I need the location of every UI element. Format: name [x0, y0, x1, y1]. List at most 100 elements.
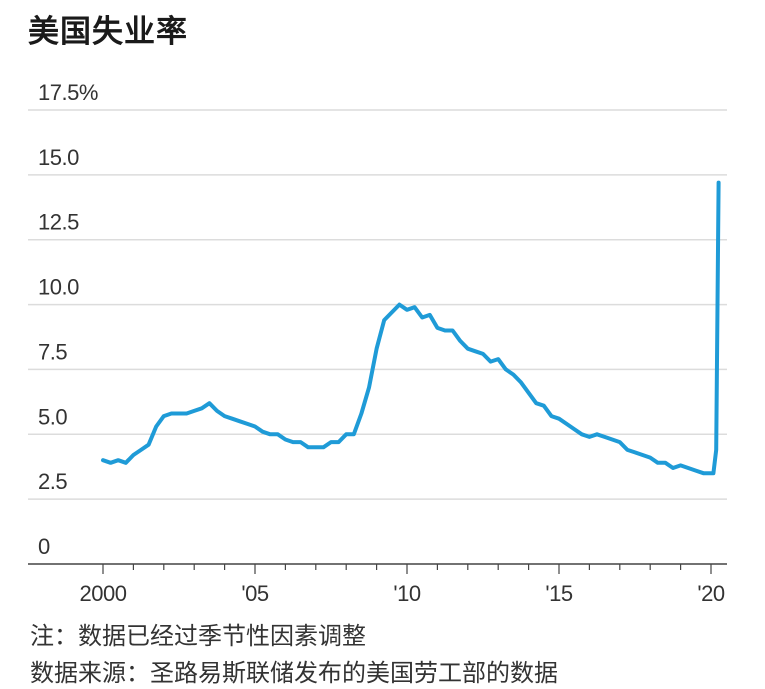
x-tick-label-3: '15	[545, 581, 572, 606]
data-point	[709, 471, 713, 475]
y-tick-label-2: 12.5	[38, 210, 79, 235]
data-point	[367, 386, 371, 389]
data-point	[299, 440, 302, 444]
data-point	[238, 419, 242, 423]
data-point	[276, 432, 280, 436]
unemployment-chart: 17.5% 15.0 12.5 10.0 7.5 5.0 2.5 0 2000 '05 '10 '1…	[28, 80, 727, 606]
x-tick-label-1: '05	[241, 581, 268, 606]
data-point	[375, 347, 378, 351]
data-point	[322, 445, 325, 449]
data-point	[557, 417, 561, 421]
chart-title: 美国失业率	[28, 14, 188, 50]
data-point	[603, 435, 606, 439]
data-point	[610, 438, 614, 441]
data-point	[132, 453, 135, 457]
data-point	[291, 440, 295, 444]
data-point	[253, 425, 257, 428]
data-point	[268, 432, 272, 436]
x-tick-label-2: '10	[393, 581, 420, 606]
data-point	[116, 458, 120, 462]
data-point	[648, 456, 652, 459]
data-point	[405, 308, 409, 312]
data-point	[451, 329, 454, 332]
data-point	[420, 316, 424, 319]
x-tick-label-4: '20	[697, 581, 724, 606]
data-point	[489, 360, 492, 363]
data-point	[185, 412, 189, 415]
data-point	[230, 417, 234, 421]
data-point	[717, 181, 720, 185]
y-tick-label-3: 10.0	[38, 275, 79, 300]
data-point	[572, 427, 576, 431]
data-point	[177, 412, 181, 415]
data-point	[656, 461, 660, 465]
y-tick-label-5: 5.0	[38, 404, 67, 429]
data-point	[382, 318, 386, 322]
data-point	[580, 432, 584, 436]
data-point	[314, 445, 318, 449]
source-note: 数据来源：圣路易斯联储发布的美国劳工部的数据	[30, 659, 558, 687]
data-point	[398, 303, 401, 306]
data-point	[512, 373, 515, 376]
data-point	[101, 458, 105, 462]
data-point	[664, 461, 667, 465]
data-point	[527, 391, 530, 395]
data-point	[215, 409, 219, 413]
y-tick-label-7: 0	[38, 534, 50, 559]
data-point	[702, 471, 705, 475]
data-point	[223, 414, 227, 418]
data-point	[436, 326, 439, 330]
data-point	[306, 445, 310, 449]
data-point	[261, 430, 264, 434]
data-point	[443, 329, 447, 332]
data-point	[496, 357, 500, 361]
data-point	[109, 461, 112, 465]
data-point	[588, 435, 591, 439]
data-point	[633, 451, 637, 454]
data-point	[679, 464, 682, 467]
data-point	[550, 414, 553, 418]
data-point	[519, 381, 523, 384]
data-point	[618, 440, 622, 444]
y-tick-label-6: 2.5	[38, 469, 67, 494]
data-point	[565, 422, 568, 426]
series-line-0	[101, 180, 721, 476]
data-point	[474, 349, 477, 353]
data-point	[686, 466, 690, 470]
series-group	[101, 180, 721, 476]
data-point	[192, 409, 196, 413]
data-point	[641, 453, 644, 457]
gridlines	[28, 109, 727, 500]
adjustment-note: 注：数据已经过季节性因素调整	[30, 622, 366, 650]
data-point	[466, 347, 470, 351]
data-point	[344, 432, 348, 436]
data-point	[712, 471, 715, 475]
data-point	[714, 448, 718, 452]
data-point	[329, 440, 333, 444]
y-axis-ticks: 17.5% 15.0 12.5 10.0 7.5 5.0 2.5 0	[38, 80, 98, 559]
data-point	[504, 368, 508, 371]
data-point	[154, 425, 158, 428]
data-point	[352, 432, 356, 436]
x-tick-label-0: 2000	[80, 581, 127, 606]
data-point	[481, 352, 485, 356]
data-point	[694, 469, 698, 472]
data-point	[139, 448, 143, 452]
data-point	[284, 438, 287, 441]
data-point	[534, 401, 538, 405]
data-point	[542, 404, 546, 408]
data-point	[246, 422, 249, 426]
data-point	[390, 311, 394, 314]
data-point	[595, 432, 599, 436]
data-point	[170, 412, 173, 415]
data-point	[147, 443, 151, 447]
data-point	[360, 412, 363, 415]
x-axis: 2000 '05 '10 '15 '20	[28, 563, 727, 606]
data-point	[124, 461, 128, 465]
data-point	[208, 401, 211, 405]
data-point	[428, 313, 432, 317]
data-point	[413, 305, 416, 309]
data-point	[162, 414, 166, 418]
data-point	[458, 339, 462, 343]
y-tick-label-1: 15.0	[38, 145, 79, 170]
